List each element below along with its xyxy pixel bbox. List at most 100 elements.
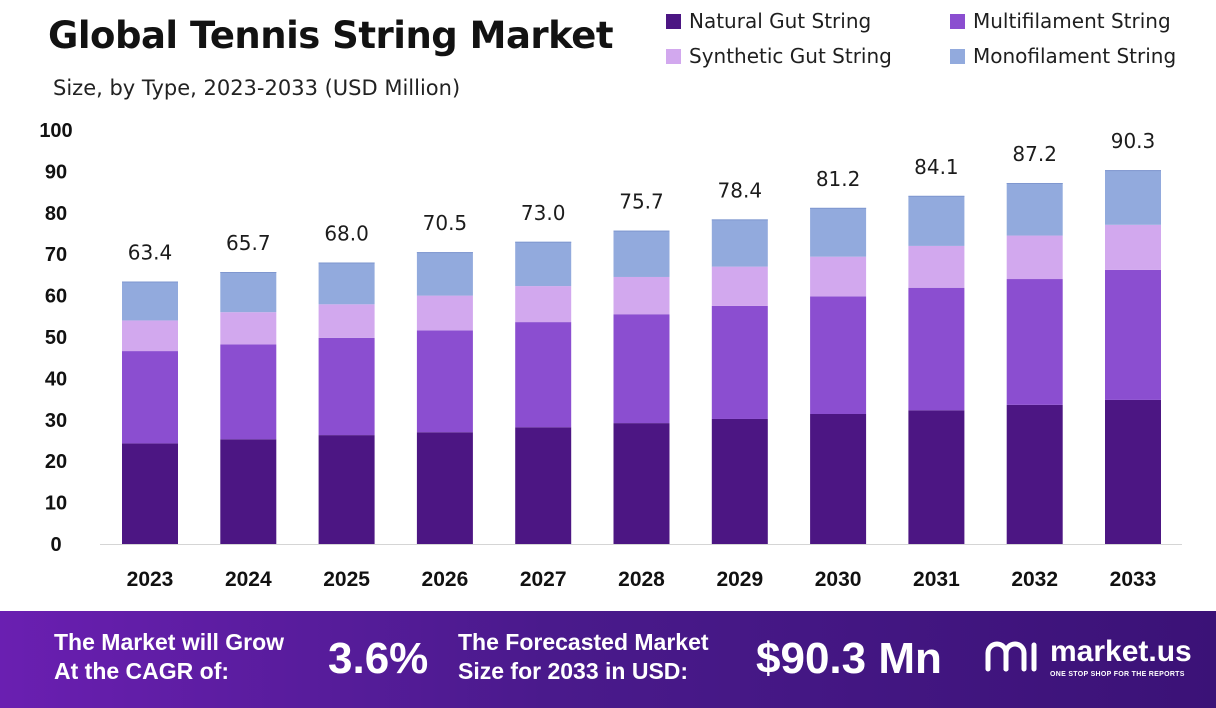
bar-2033-multifilament-string <box>1105 269 1161 400</box>
chart-legend: Natural Gut String Multifilament String … <box>666 8 1216 69</box>
legend-swatch-monofilament <box>950 48 965 64</box>
cagr-label: The Market will Grow At the CAGR of: <box>54 629 285 684</box>
bar-2025-natural-gut-string <box>318 435 375 544</box>
bar-2029-synthetic-gut-string <box>711 266 768 306</box>
bar-2029-natural-gut-string <box>711 418 768 544</box>
bar-2024-synthetic-gut-string <box>220 312 277 345</box>
x-tick-label-2027: 2027 <box>520 568 567 591</box>
y-tick-label-0: 0 <box>50 534 61 556</box>
bar-2032-monofilament-string <box>1006 182 1063 236</box>
x-tick-label-2029: 2029 <box>716 568 763 591</box>
data-label-2032: 87.2 <box>1012 142 1057 166</box>
y-tick-label-60: 60 <box>45 286 67 308</box>
data-label-2033: 90.3 <box>1111 129 1156 153</box>
data-label-2027: 73.0 <box>521 201 566 225</box>
bar-2031-natural-gut-string <box>908 410 965 544</box>
bar-2023-monofilament-string <box>122 281 178 321</box>
bar-2029-multifilament-string <box>711 305 768 419</box>
bar-2028-monofilament-string <box>613 230 670 277</box>
x-tick-label-2024: 2024 <box>225 568 272 591</box>
legend-swatch-natural-gut <box>666 13 681 29</box>
legend-label-natural-gut: Natural Gut String <box>689 9 872 33</box>
bar-2026-natural-gut-string <box>416 432 473 544</box>
cagr-value: 3.6% <box>328 634 429 683</box>
bar-2026-synthetic-gut-string <box>416 295 473 331</box>
bar-2028-natural-gut-string <box>613 423 670 544</box>
bar-2031-multifilament-string <box>908 287 965 411</box>
market-us-logo-icon <box>985 641 1037 672</box>
bar-2023-synthetic-gut-string <box>122 320 178 352</box>
y-tick-label-10: 10 <box>45 493 67 515</box>
bar-2025-synthetic-gut-string <box>318 304 375 338</box>
y-tick-label-100: 100 <box>39 120 72 142</box>
legend-item-synthetic-gut: Synthetic Gut String <box>666 43 950 69</box>
x-tick-label-2026: 2026 <box>422 568 469 591</box>
legend-swatch-multifilament <box>950 13 965 29</box>
y-tick-label-20: 20 <box>45 451 67 473</box>
brand-name: market.us <box>1050 634 1192 668</box>
bar-2024-natural-gut-string <box>220 439 277 544</box>
bar-2029-monofilament-string <box>711 219 768 267</box>
legend-swatch-synthetic-gut <box>666 48 681 64</box>
legend-label-synthetic-gut: Synthetic Gut String <box>689 44 892 68</box>
data-label-2025: 68.0 <box>324 221 369 245</box>
data-label-2028: 75.7 <box>619 190 664 214</box>
legend-label-multifilament: Multifilament String <box>973 9 1171 33</box>
bar-2026-monofilament-string <box>416 252 473 296</box>
bar-2032-synthetic-gut-string <box>1006 235 1063 280</box>
brand-tagline: ONE STOP SHOP FOR THE REPORTS <box>1050 670 1185 678</box>
bar-2030-multifilament-string <box>810 296 867 415</box>
chart-title: Global Tennis String Market <box>48 14 614 57</box>
bar-2024-monofilament-string <box>220 272 277 313</box>
data-label-2031: 84.1 <box>914 155 959 179</box>
x-tick-label-2033: 2033 <box>1110 568 1157 591</box>
bar-2031-synthetic-gut-string <box>908 245 965 288</box>
bar-2028-synthetic-gut-string <box>613 276 670 315</box>
bar-2025-multifilament-string <box>318 337 375 436</box>
y-tick-label-90: 90 <box>45 161 67 183</box>
x-tick-label-2023: 2023 <box>127 568 174 591</box>
chart-subtitle: Size, by Type, 2023-2033 (USD Million) <box>53 76 461 100</box>
brand-logo: market.us ONE STOP SHOP FOR THE REPORTS <box>984 635 1192 679</box>
bar-2030-natural-gut-string <box>810 414 867 544</box>
bar-2030-synthetic-gut-string <box>810 256 867 297</box>
bar-2030-monofilament-string <box>810 207 867 257</box>
data-label-2023: 63.4 <box>128 241 173 265</box>
legend-item-monofilament: Monofilament String <box>950 43 1216 69</box>
bar-2033-synthetic-gut-string <box>1105 224 1161 270</box>
y-tick-label-30: 30 <box>45 410 67 432</box>
bar-2023-multifilament-string <box>122 351 178 444</box>
x-tick-label-2028: 2028 <box>618 568 665 591</box>
x-tick-label-2031: 2031 <box>913 568 960 591</box>
bar-2031-monofilament-string <box>908 195 965 246</box>
x-tick-label-2032: 2032 <box>1011 568 1058 591</box>
legend-item-multifilament: Multifilament String <box>950 8 1216 34</box>
data-label-2030: 81.2 <box>816 167 861 191</box>
bar-2033-natural-gut-string <box>1105 399 1161 544</box>
y-tick-label-50: 50 <box>45 327 67 349</box>
forecast-value: $90.3 Mn <box>756 634 942 683</box>
bar-2033-monofilament-string <box>1105 170 1161 225</box>
bar-2024-multifilament-string <box>220 344 277 440</box>
bar-2026-multifilament-string <box>416 330 473 433</box>
legend-label-monofilament: Monofilament String <box>973 44 1177 68</box>
bar-2027-natural-gut-string <box>515 427 572 544</box>
y-tick-label-80: 80 <box>45 203 67 225</box>
data-label-2029: 78.4 <box>718 178 763 202</box>
stacked-bar-chart: 010203040506070809010063.4202365.7202468… <box>39 120 1182 591</box>
forecast-label: The Forecasted Market Size for 2033 in U… <box>458 629 709 684</box>
bar-2023-natural-gut-string <box>122 443 178 544</box>
bar-2028-multifilament-string <box>613 314 670 424</box>
y-tick-label-70: 70 <box>45 244 67 266</box>
y-tick-label-40: 40 <box>45 368 67 390</box>
bar-2032-natural-gut-string <box>1006 404 1063 544</box>
data-label-2024: 65.7 <box>226 231 271 255</box>
footer-banner: The Market will Grow At the CAGR of: 3.6… <box>0 611 1216 708</box>
bar-2025-monofilament-string <box>318 262 375 305</box>
bar-2032-multifilament-string <box>1006 279 1063 405</box>
data-label-2026: 70.5 <box>423 211 468 235</box>
bar-2027-multifilament-string <box>515 322 572 428</box>
x-tick-label-2030: 2030 <box>815 568 862 591</box>
legend-item-natural-gut: Natural Gut String <box>666 8 950 34</box>
bar-2027-monofilament-string <box>515 241 572 287</box>
